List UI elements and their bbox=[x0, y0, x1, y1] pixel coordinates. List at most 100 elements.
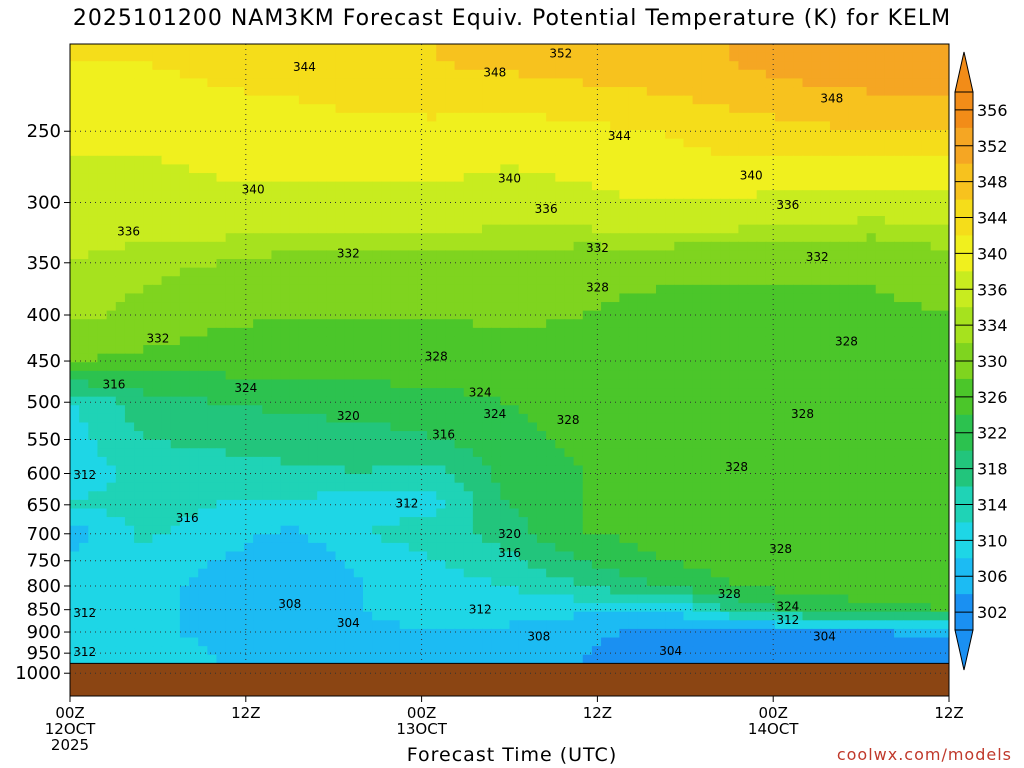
field-cell bbox=[70, 112, 80, 123]
field-cell bbox=[518, 456, 529, 467]
field-cell bbox=[326, 259, 337, 269]
field-cell bbox=[656, 112, 666, 123]
field-cell bbox=[628, 207, 639, 217]
field-cell bbox=[591, 52, 602, 62]
field-cell bbox=[363, 379, 373, 389]
field-cell bbox=[903, 293, 913, 303]
field-cell bbox=[518, 61, 529, 71]
field-cell bbox=[582, 370, 593, 381]
field-cell bbox=[884, 448, 895, 458]
field-cell bbox=[894, 353, 904, 363]
field-cell bbox=[857, 345, 868, 355]
field-cell bbox=[317, 431, 327, 441]
field-cell bbox=[720, 319, 730, 329]
field-cell bbox=[591, 87, 602, 97]
field-cell bbox=[637, 224, 648, 234]
field-cell bbox=[875, 52, 886, 62]
field-cell bbox=[646, 465, 657, 475]
field-cell bbox=[170, 284, 181, 295]
field-cell bbox=[344, 224, 355, 234]
field-cell bbox=[546, 310, 556, 320]
field-cell bbox=[454, 448, 465, 458]
field-cell bbox=[939, 465, 949, 475]
field-cell bbox=[720, 173, 730, 183]
field-cell bbox=[930, 319, 941, 329]
field-cell bbox=[363, 276, 373, 286]
field-cell bbox=[161, 465, 172, 475]
field-cell bbox=[134, 448, 144, 458]
field-cell bbox=[527, 104, 538, 114]
field-cell bbox=[124, 44, 135, 54]
field-cell bbox=[573, 112, 584, 123]
field-cell bbox=[308, 456, 318, 467]
field-cell bbox=[637, 379, 648, 389]
field-cell bbox=[546, 293, 556, 303]
field-cell bbox=[454, 207, 465, 217]
field-cell bbox=[912, 336, 923, 346]
field-cell bbox=[253, 413, 263, 424]
field-cell bbox=[619, 439, 630, 449]
field-cell bbox=[765, 284, 776, 295]
field-cell bbox=[390, 336, 401, 346]
field-cell bbox=[848, 310, 859, 320]
field-cell bbox=[601, 482, 611, 492]
field-cell bbox=[848, 302, 859, 312]
field-cell bbox=[930, 104, 941, 114]
field-cell bbox=[527, 155, 538, 166]
field-cell bbox=[289, 293, 300, 303]
field-cell bbox=[179, 155, 190, 166]
field-cell bbox=[225, 164, 236, 174]
field-cell bbox=[628, 388, 639, 398]
field-cell bbox=[243, 69, 254, 80]
field-cell bbox=[811, 439, 822, 449]
field-cell bbox=[88, 465, 99, 475]
field-cell bbox=[454, 69, 465, 80]
field-cell bbox=[765, 207, 776, 217]
field-cell bbox=[729, 44, 740, 54]
field-cell bbox=[729, 164, 740, 174]
field-cell bbox=[518, 439, 529, 449]
field-cell bbox=[88, 319, 99, 329]
field-cell bbox=[408, 422, 419, 432]
field-cell bbox=[88, 310, 99, 320]
field-cell bbox=[894, 190, 904, 200]
field-cell bbox=[225, 302, 236, 312]
field-cell bbox=[591, 121, 602, 131]
field-cell bbox=[619, 353, 630, 363]
field-cell bbox=[134, 413, 144, 424]
field-cell bbox=[308, 241, 318, 252]
field-cell bbox=[518, 155, 529, 166]
field-cell bbox=[903, 69, 913, 80]
field-cell bbox=[811, 95, 822, 105]
field-cell bbox=[665, 87, 675, 97]
field-cell bbox=[701, 448, 712, 458]
field-cell bbox=[646, 302, 657, 312]
field-cell bbox=[582, 233, 593, 243]
field-cell bbox=[271, 155, 282, 166]
field-cell bbox=[518, 336, 529, 346]
field-cell bbox=[601, 130, 611, 140]
field-cell bbox=[848, 396, 859, 406]
field-cell bbox=[408, 353, 419, 363]
field-cell bbox=[326, 474, 337, 484]
field-cell bbox=[903, 181, 913, 191]
field-cell bbox=[930, 456, 941, 467]
field-cell bbox=[399, 353, 410, 363]
field-cell bbox=[134, 207, 144, 217]
field-cell bbox=[710, 302, 721, 312]
field-cell bbox=[427, 198, 437, 209]
field-cell bbox=[775, 431, 785, 441]
field-cell bbox=[79, 121, 89, 131]
field-cell bbox=[802, 439, 813, 449]
field-cell bbox=[335, 276, 346, 286]
field-cell bbox=[170, 456, 181, 467]
field-cell bbox=[564, 396, 575, 406]
field-cell bbox=[912, 413, 923, 424]
field-cell bbox=[317, 474, 327, 484]
field-cell bbox=[793, 216, 804, 226]
field-cell bbox=[683, 482, 694, 492]
field-cell bbox=[381, 138, 392, 148]
field-cell bbox=[115, 69, 126, 80]
field-cell bbox=[903, 353, 913, 363]
field-cell bbox=[500, 405, 511, 415]
